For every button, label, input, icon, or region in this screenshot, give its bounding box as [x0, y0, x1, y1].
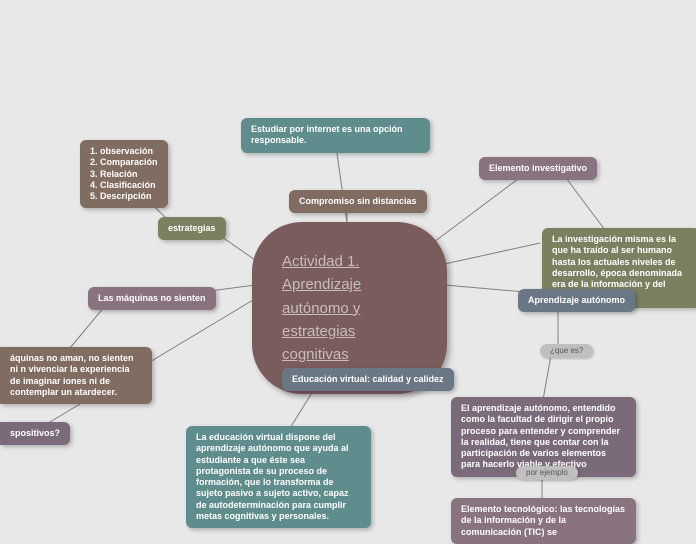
node-educacion-virtual[interactable]: Educación virtual: calidad y calidez	[282, 368, 454, 391]
list-item: 5. Descripción	[90, 191, 158, 202]
central-line1: Actividad 1. Aprendizaje	[282, 250, 417, 297]
node-educacion-def[interactable]: La educación virtual dispone del aprendi…	[186, 426, 371, 528]
node-aprendizaje-def[interactable]: El aprendizaje autónomo, entendido como …	[451, 397, 636, 477]
node-estrategias[interactable]: estrategias	[158, 217, 226, 240]
node-spositivos[interactable]: spositivos?	[0, 422, 70, 445]
node-tecnologico[interactable]: Elemento tecnológico: las tecnologías de…	[451, 498, 636, 544]
node-estrategias-list[interactable]: 1. observación 2. Comparación 3. Relació…	[80, 140, 168, 208]
node-maquinas-def[interactable]: áquinas no aman, no sienten ni n vivenci…	[0, 347, 152, 404]
central-line2: autónomo y estrategias	[282, 297, 417, 344]
node-maquinas[interactable]: Las máquinas no sienten	[88, 287, 216, 310]
central-line3: cognitivas	[282, 343, 417, 366]
list-item: 2. Comparación	[90, 157, 158, 168]
list-item: 1. observación	[90, 146, 158, 157]
list-item: 4. Clasificación	[90, 180, 158, 191]
node-estudiar[interactable]: Estudiar por internet es una opción resp…	[241, 118, 430, 153]
node-compromiso[interactable]: Compromiso sin distancias	[289, 190, 427, 213]
pill-que-es[interactable]: ¿que es?	[540, 344, 593, 358]
node-elemento-investigativo[interactable]: Elemento investigativo	[479, 157, 597, 180]
node-aprendizaje-autonomo[interactable]: Aprendizaje autónomo	[518, 289, 635, 312]
list-item: 3. Relación	[90, 169, 158, 180]
pill-por-ejemplo[interactable]: por ejemplo	[516, 466, 578, 480]
